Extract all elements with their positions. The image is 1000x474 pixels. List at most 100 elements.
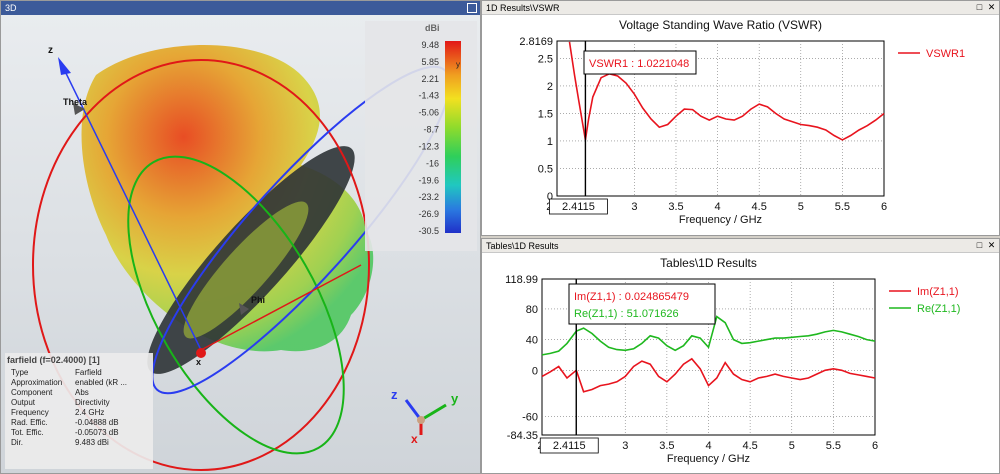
annotation-box [583, 50, 697, 75]
y-tick-label: 40 [526, 335, 538, 347]
origin-dot [196, 348, 206, 358]
legend-entry: Im(Z1,1) [917, 286, 959, 298]
info-key: Component [11, 388, 53, 397]
info-row: Type Farfield [5, 368, 153, 378]
info-value: -0.05073 dB [75, 428, 119, 437]
x-tick-label: 6 [881, 201, 887, 213]
theta-axis [200, 264, 362, 351]
info-row: Output Directivity [5, 398, 153, 408]
y-tick-label: 2.8169 [519, 36, 553, 48]
x-axis-label: Frequency / GHz [667, 453, 750, 465]
x-tick-label: 3 [631, 201, 637, 213]
colorbar-tick-label: -19.6 [418, 175, 439, 185]
colorbar-tick-label: 9.48 [421, 40, 439, 50]
info-value: Farfield [75, 368, 102, 377]
x-tick-label: 5.5 [835, 201, 850, 213]
info-key: Rad. Effic. [11, 418, 48, 427]
colorbar-gradient [445, 41, 461, 233]
vswr-maximize-button[interactable]: □ [976, 2, 983, 12]
info-row: Tot. Effic. -0.05073 dB [5, 428, 153, 438]
triad-label-y: y [451, 391, 459, 406]
y-tick-label: 1.5 [538, 108, 553, 120]
chart-title: Tables\1D Results [660, 256, 757, 270]
info-row: Frequency 2.4 GHz [5, 408, 153, 418]
axis-label-x: x [196, 357, 201, 367]
marker-value-label: 2.4115 [553, 440, 586, 452]
info-value: -0.04888 dB [75, 418, 119, 427]
theta-marker [73, 103, 85, 115]
x-tick-label: 4.5 [742, 440, 757, 452]
green-circle [127, 155, 345, 455]
red-circle [32, 59, 370, 471]
marker-value-label: 2.4115 [562, 201, 595, 213]
colorbar-tick-label: -12.3 [418, 141, 439, 151]
info-value: 2.4 GHz [75, 408, 105, 417]
x-tick-label: 4 [705, 440, 711, 452]
info-row: Rad. Effic. -0.04888 dB [5, 418, 153, 428]
farfield-3d-window[interactable]: 3D [0, 0, 481, 474]
colorbar-tick-label: 2.21 [421, 74, 439, 84]
vswr-window[interactable]: 1D Results\VSWR □ ✕ Voltage Standing Wav… [481, 0, 1000, 236]
x-tick-label: 5.5 [826, 440, 841, 452]
info-key: Approximation [11, 378, 63, 387]
y-tick-label: 80 [526, 304, 538, 316]
annotation-text: VSWR1 : 1.0221048 [589, 58, 689, 70]
impedance-maximize-button[interactable]: □ [976, 240, 983, 250]
phi-marker [239, 303, 249, 315]
colorbar-marker: y [456, 60, 460, 69]
series-line [541, 315, 876, 356]
info-key: Frequency [11, 408, 49, 417]
radiation-lobe [81, 45, 374, 352]
x-tick-label: 3 [622, 440, 628, 452]
vswr-close-button[interactable]: ✕ [987, 2, 996, 12]
info-row: Approximation enabled (kR ... [5, 378, 153, 388]
annotation-box [568, 283, 716, 325]
chart-title: Voltage Standing Wave Ratio (VSWR) [619, 18, 822, 32]
series-line [541, 357, 876, 393]
vswr-chart[interactable]: Voltage Standing Wave Ratio (VSWR)2.0733… [482, 15, 999, 235]
x-tick-label: 3.5 [668, 201, 683, 213]
y-tick-label: 118.99 [505, 274, 538, 286]
y-tick-label: 0 [547, 191, 553, 203]
maximize-button[interactable] [467, 3, 477, 13]
colorbar-tick-label: -8.7 [423, 125, 439, 135]
x-tick-label: 3.5 [659, 440, 674, 452]
window-titlebar[interactable]: 3D [1, 1, 480, 15]
y-tick-label: 0 [532, 365, 538, 377]
vswr-titlebar[interactable]: 1D Results\VSWR □ ✕ [482, 1, 999, 15]
y-tick-label: 0.5 [538, 163, 553, 175]
x-tick-label: 5 [798, 201, 804, 213]
impedance-titlebar[interactable]: Tables\1D Results □ ✕ [482, 239, 999, 253]
impedance-chart[interactable]: Tables\1D Results2.33.544.555.56118.9980… [482, 253, 999, 473]
colorbar-tick-label: -26.9 [418, 209, 439, 219]
marker-value-box [549, 198, 608, 215]
vswr-window-title: 1D Results\VSWR [486, 3, 560, 13]
info-key: Dir. [11, 438, 23, 447]
colorbar-tick-label: -30.5 [418, 226, 439, 236]
y-tick-label: 1 [547, 136, 553, 148]
x-tick-label: 4 [715, 201, 721, 213]
plot-area [556, 40, 885, 197]
y-tick-label: -60 [522, 411, 538, 423]
info-key: Type [11, 368, 29, 377]
info-row: Dir. 9.483 dBi [5, 438, 153, 448]
z-axis [60, 62, 202, 351]
y-tick-label: -84.35 [507, 430, 538, 442]
triad-label-z: z [391, 387, 398, 402]
axis-label-phi: Phi [251, 295, 265, 305]
impedance-window[interactable]: Tables\1D Results □ ✕ Tables\1D Results 2… [481, 238, 1000, 474]
info-value: Abs [75, 388, 89, 397]
z-axis-arrow [58, 57, 71, 75]
triad-z-axis [404, 399, 423, 421]
farfield-info-panel: farfield (f=02.4000) [1] Type Farfield App… [5, 353, 153, 469]
legend-entry: VSWR1 [926, 48, 965, 60]
triad-y-axis [420, 403, 447, 422]
axis-label-z: z [48, 45, 53, 56]
farfield-3d-view[interactable]: z Theta Phi x dBi y 9.48 5.85 2.21 -1.43 -5.… [1, 15, 480, 473]
info-key: Output [11, 398, 36, 407]
substrate [183, 201, 309, 339]
x-tick-label: 5 [789, 440, 795, 452]
triad-origin [417, 416, 425, 424]
legend-entry: Re(Z1,1) [917, 303, 960, 315]
impedance-close-button[interactable]: ✕ [987, 240, 996, 250]
